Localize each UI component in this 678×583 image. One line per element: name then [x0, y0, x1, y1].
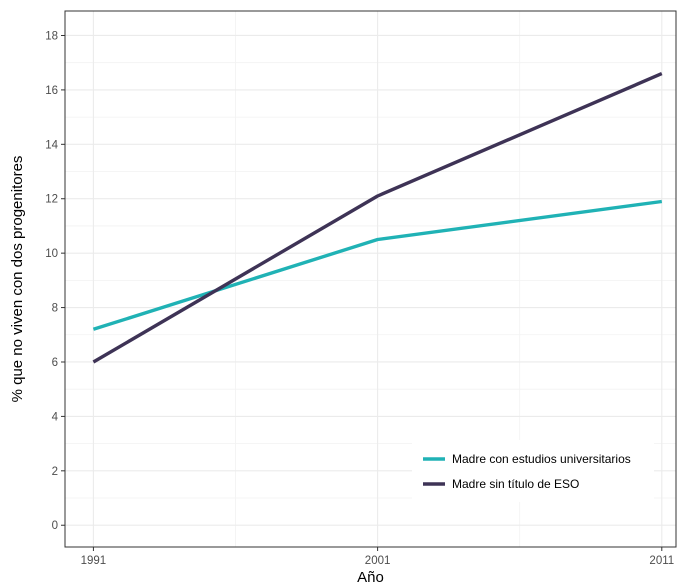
y-tick-label: 2: [52, 466, 58, 478]
series-lines: [92, 72, 663, 364]
legend-background: [412, 440, 654, 502]
y-tick-label: 8: [52, 303, 58, 315]
y-axis: 0 2 4 6 8 10 12 14 16 18: [45, 30, 65, 532]
y-tick-label: 12: [45, 194, 58, 206]
x-tick-label: 1991: [81, 555, 107, 567]
y-tick-label: 18: [45, 30, 58, 42]
y-tick-label: 10: [45, 248, 58, 260]
y-tick-label: 0: [52, 520, 58, 532]
y-tick-label: 16: [45, 85, 58, 97]
legend-label: Madre con estudios universitarios: [452, 452, 631, 466]
y-tick-label: 6: [52, 357, 58, 369]
x-axis: 1991 2001 2011: [81, 547, 674, 567]
y-tick-label: 4: [52, 411, 59, 423]
series-line: [92, 199, 663, 331]
y-axis-title: % que no viven con dos progenitores: [9, 156, 26, 403]
series-line: [92, 72, 663, 364]
legend: Madre con estudios universitarios Madre s…: [412, 440, 654, 502]
x-tick-label: 2001: [365, 555, 391, 567]
legend-label: Madre sin título de ESO: [452, 477, 579, 491]
x-tick-label: 2011: [649, 555, 674, 567]
y-tick-label: 14: [45, 139, 58, 151]
x-axis-title: Año: [357, 569, 384, 583]
plot-panel-border: [64, 10, 677, 548]
